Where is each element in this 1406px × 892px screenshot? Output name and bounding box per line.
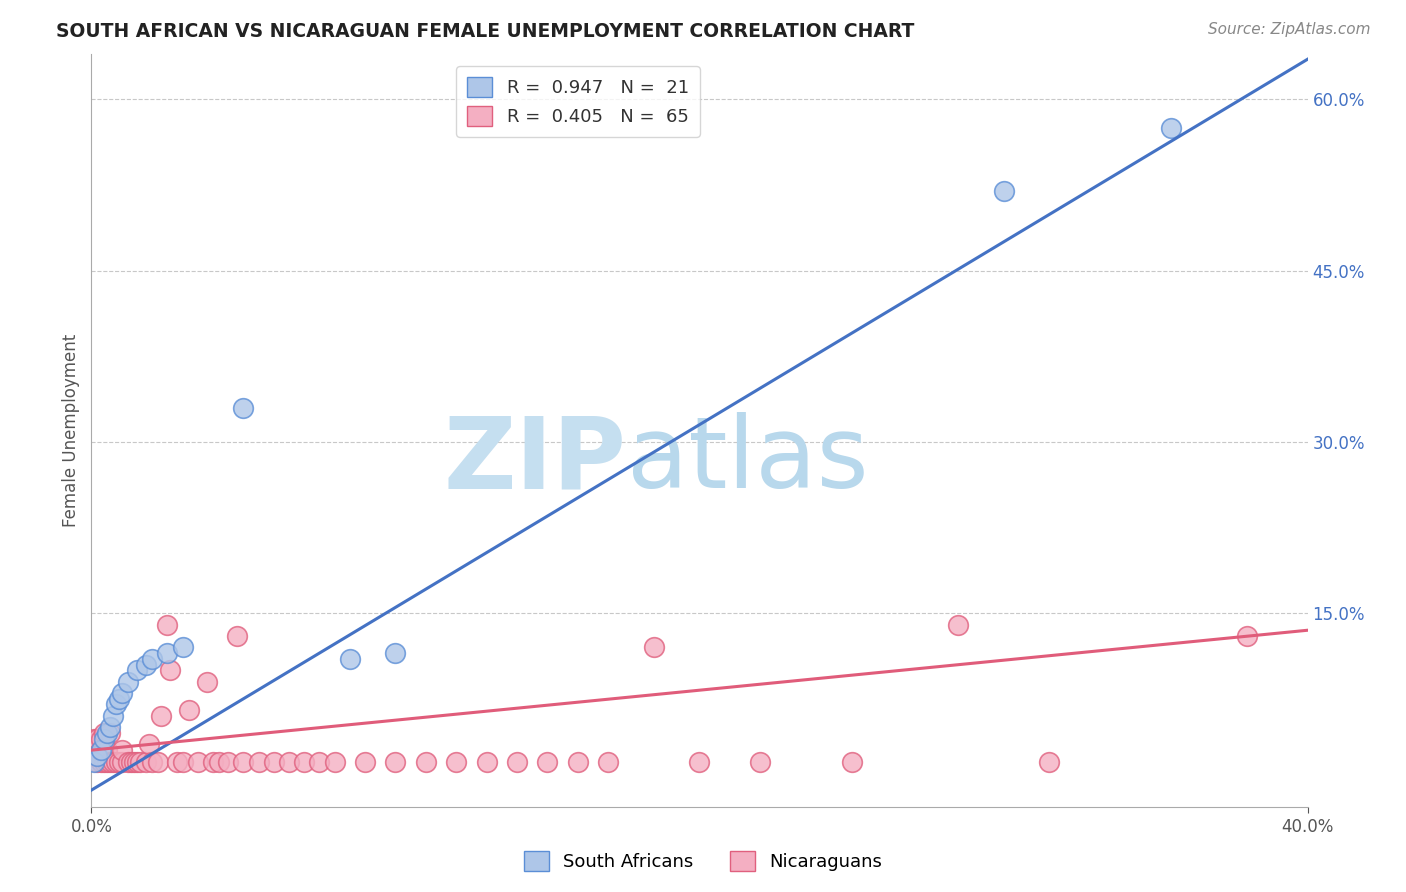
Point (138, 738, 160, 752)
Point (384, 755, 406, 769)
Point (107, 691, 129, 706)
Point (89, 731, 111, 746)
Point (688, 755, 710, 769)
Point (202, 755, 225, 769)
Point (141, 755, 163, 769)
Point (946, 617, 969, 632)
Point (83, 743, 105, 757)
Point (125, 663, 148, 677)
Point (98, 755, 121, 769)
Point (993, 184, 1015, 198)
Text: atlas: atlas (627, 412, 868, 509)
Point (208, 755, 231, 769)
Point (104, 755, 127, 769)
Point (125, 755, 148, 769)
Point (89, 755, 111, 769)
Point (89, 743, 111, 757)
Point (506, 755, 529, 769)
Text: SOUTH AFRICAN VS NICARAGUAN FEMALE UNEMPLOYMENT CORRELATION CHART: SOUTH AFRICAN VS NICARAGUAN FEMALE UNEMP… (56, 22, 915, 41)
Point (247, 755, 270, 769)
Point (166, 755, 188, 769)
Point (86, 743, 108, 757)
Point (93, 726, 115, 740)
Point (104, 698, 127, 712)
Point (292, 755, 315, 769)
Text: ZIP: ZIP (444, 412, 627, 509)
Point (98, 720, 121, 734)
Point (107, 755, 129, 769)
Point (226, 629, 249, 643)
Point (129, 755, 152, 769)
Point (96, 743, 118, 757)
Point (217, 755, 239, 769)
Legend: R =  0.947   N =  21, R =  0.405   N =  65: R = 0.947 N = 21, R = 0.405 N = 65 (456, 66, 700, 136)
Point (93, 755, 115, 769)
Point (101, 709, 124, 723)
Point (96, 755, 118, 769)
Point (415, 755, 437, 769)
Point (643, 640, 665, 655)
Point (156, 646, 179, 660)
Point (93, 731, 115, 746)
Point (83, 731, 105, 746)
Point (120, 755, 142, 769)
Point (339, 652, 361, 666)
Point (232, 401, 254, 415)
Point (172, 755, 194, 769)
Point (195, 674, 218, 689)
Point (354, 755, 377, 769)
Point (86, 731, 108, 746)
Point (89, 743, 111, 757)
Point (384, 646, 406, 660)
Point (308, 755, 330, 769)
Point (598, 755, 620, 769)
Point (263, 755, 285, 769)
Point (117, 755, 139, 769)
Point (141, 652, 163, 666)
Point (567, 755, 589, 769)
Point (187, 755, 209, 769)
Point (172, 640, 194, 655)
Point (232, 755, 254, 769)
Point (150, 709, 173, 723)
Point (83, 748, 105, 763)
Point (323, 755, 346, 769)
Point (86, 748, 108, 763)
Point (96, 726, 118, 740)
Point (841, 755, 863, 769)
Text: Source: ZipAtlas.com: Source: ZipAtlas.com (1208, 22, 1371, 37)
Point (1236, 629, 1258, 643)
Point (475, 755, 498, 769)
Point (111, 686, 134, 700)
Point (536, 755, 558, 769)
Point (749, 755, 772, 769)
Point (1038, 755, 1060, 769)
Point (159, 663, 181, 677)
Point (111, 743, 134, 757)
Legend: South Africans, Nicaraguans: South Africans, Nicaraguans (516, 844, 890, 879)
Point (98, 726, 121, 740)
Point (1160, 120, 1182, 135)
Point (278, 755, 301, 769)
Point (156, 617, 179, 632)
Point (122, 755, 145, 769)
Y-axis label: Female Unemployment: Female Unemployment (62, 334, 80, 527)
Point (83, 755, 105, 769)
Point (86, 755, 108, 769)
Point (177, 703, 200, 717)
Point (444, 755, 467, 769)
Point (111, 755, 134, 769)
Point (135, 657, 157, 672)
Point (135, 755, 157, 769)
Point (93, 743, 115, 757)
Point (117, 674, 139, 689)
Point (148, 755, 170, 769)
Point (101, 755, 124, 769)
